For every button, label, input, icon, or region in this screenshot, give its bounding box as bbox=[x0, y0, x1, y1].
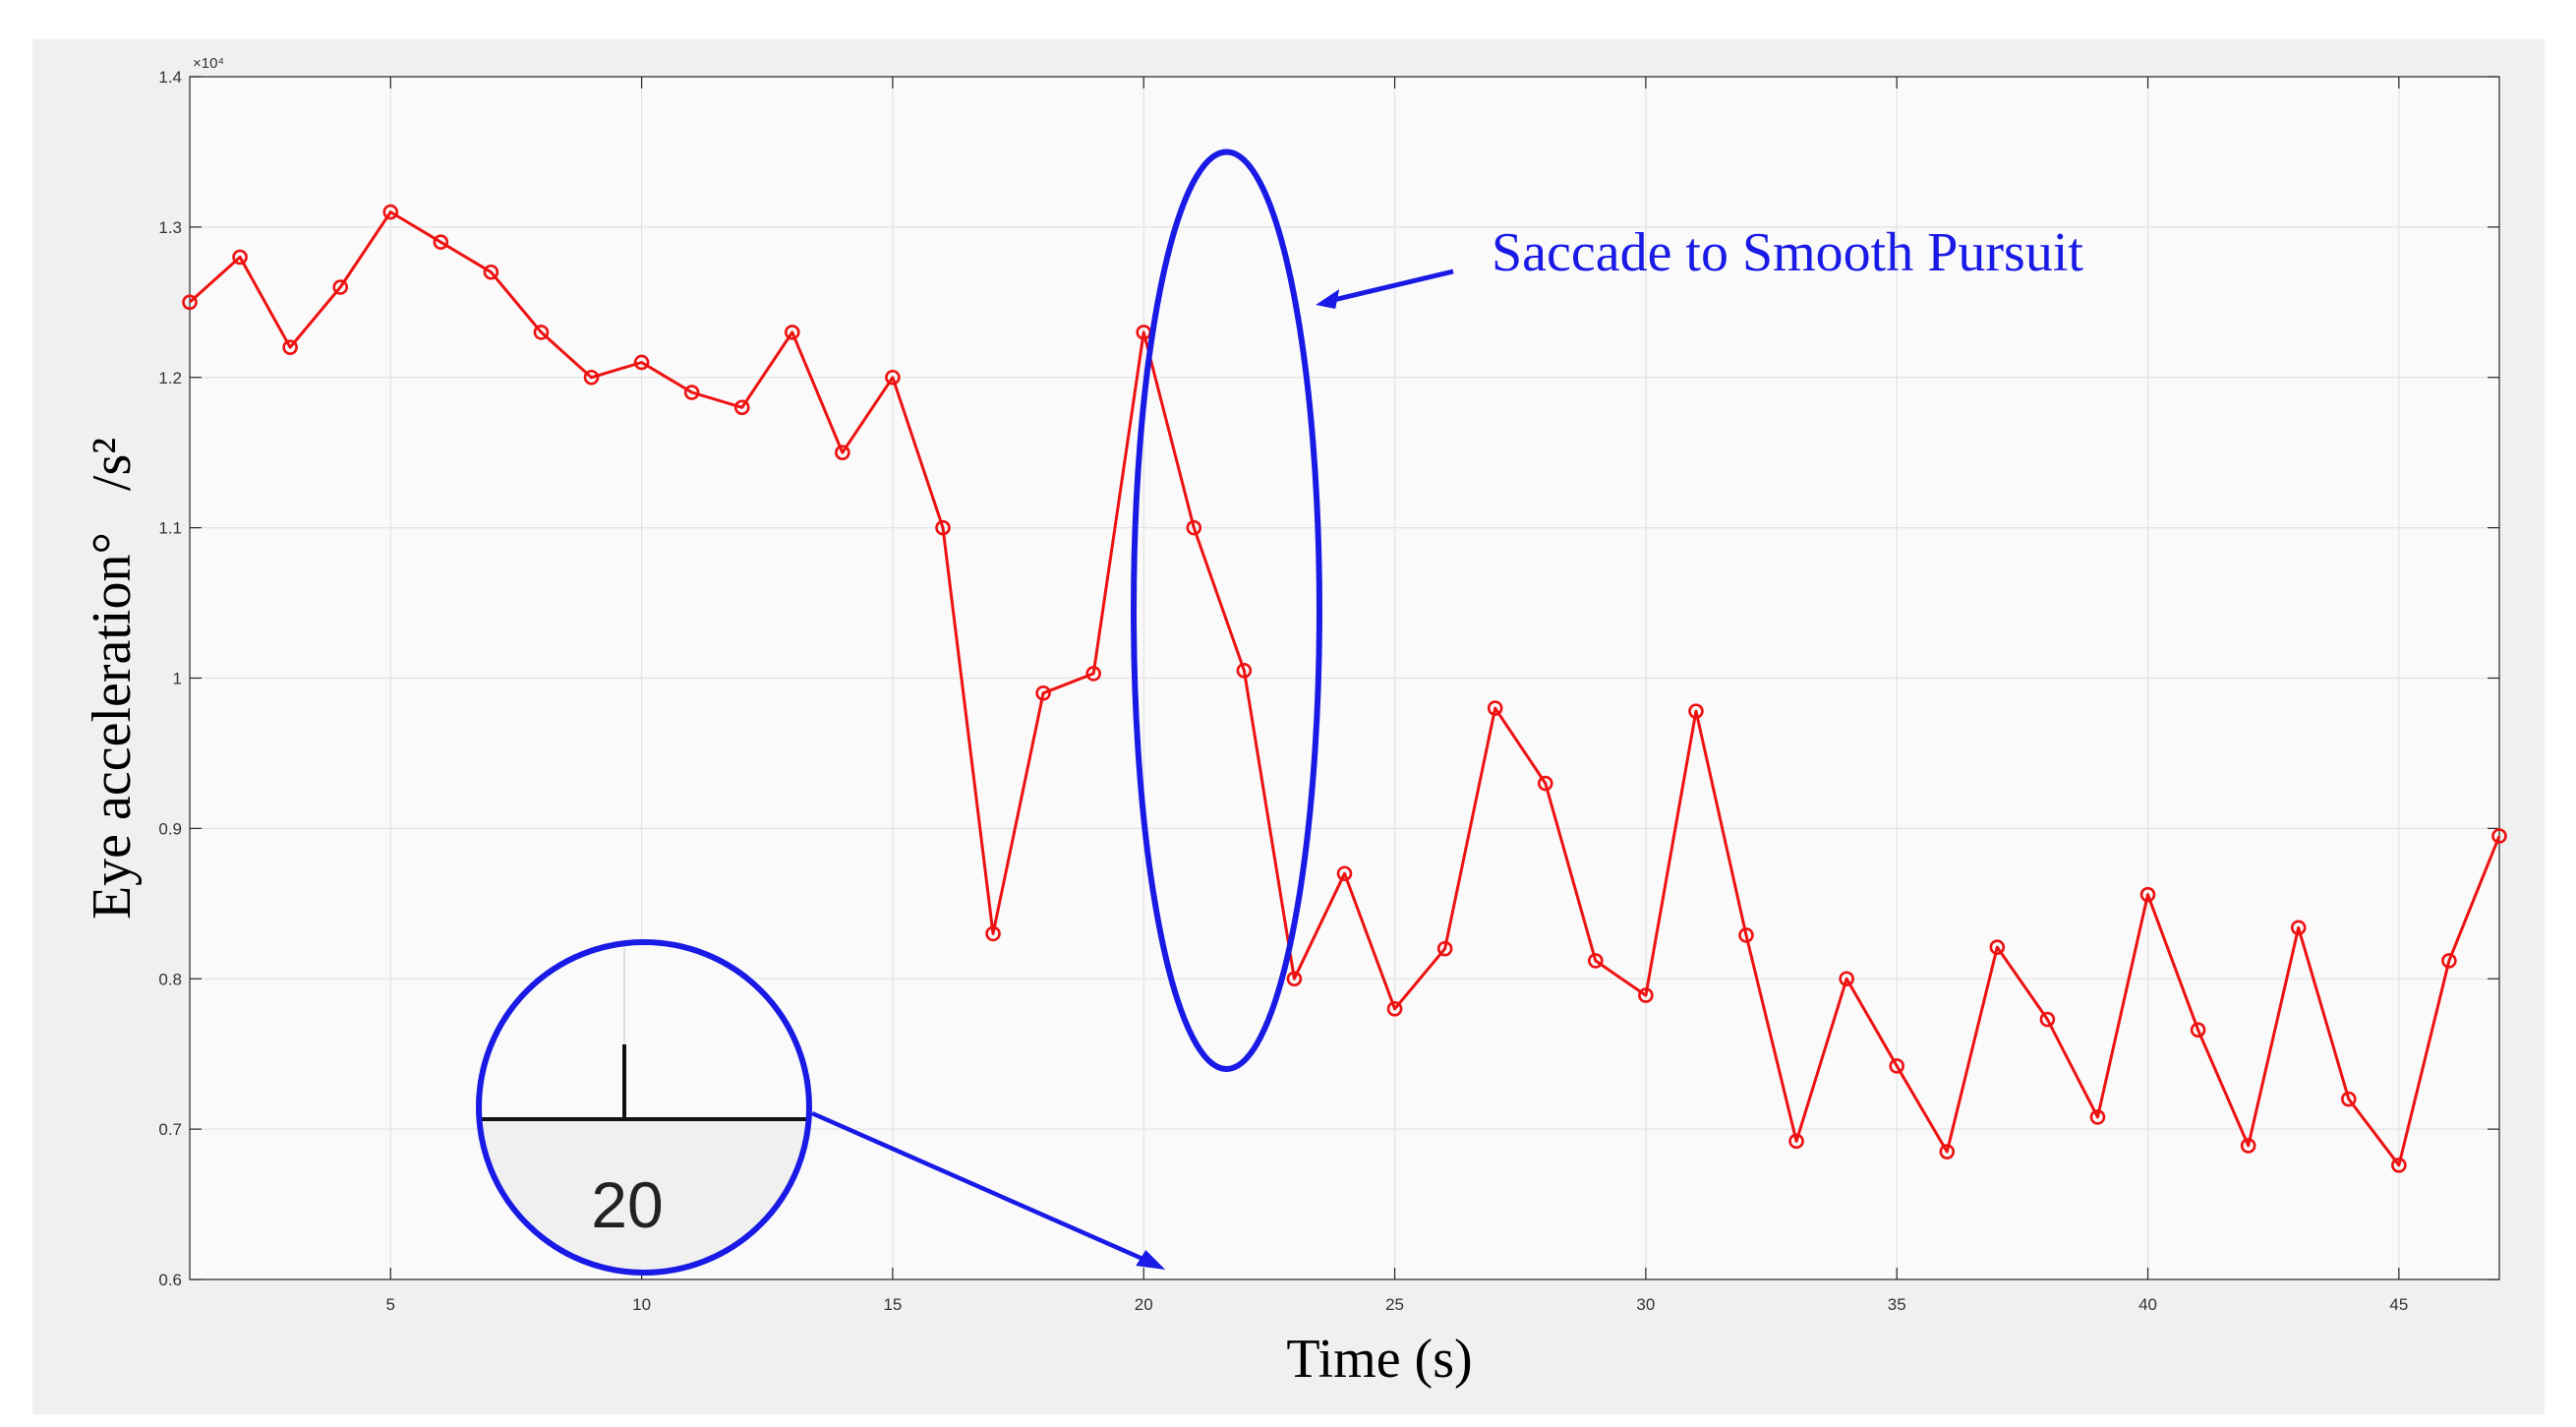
y-tick-label: 1.2 bbox=[158, 369, 182, 387]
data-point bbox=[1436, 940, 1453, 957]
data-point bbox=[2039, 1011, 2056, 1028]
x-tick-label: 5 bbox=[386, 1295, 395, 1314]
data-point bbox=[1336, 865, 1353, 882]
data-point bbox=[232, 249, 248, 266]
x-tick-label: 40 bbox=[2138, 1295, 2157, 1314]
data-point bbox=[1236, 663, 1253, 679]
data-point bbox=[935, 519, 951, 536]
data-point bbox=[1035, 684, 1051, 701]
annotation-saccade-label: Saccade to Smooth Pursuit bbox=[1492, 222, 2083, 283]
data-point bbox=[533, 325, 550, 340]
series-line bbox=[188, 210, 2501, 1167]
data-point bbox=[835, 445, 850, 460]
data-point bbox=[2391, 1158, 2407, 1173]
y-tick-label: 0.9 bbox=[158, 819, 182, 838]
data-point bbox=[583, 369, 600, 386]
x-tick-label: 30 bbox=[1636, 1295, 1655, 1314]
x-tick-label: 15 bbox=[883, 1295, 902, 1314]
zoom-arrow-shaft bbox=[811, 1110, 1153, 1266]
y-tick-label: 1 bbox=[173, 670, 182, 688]
data-point bbox=[332, 279, 348, 295]
data-point bbox=[1939, 1144, 1956, 1159]
series-eye-acceleration bbox=[182, 204, 2507, 1173]
data-point bbox=[2290, 920, 2307, 936]
data-point bbox=[2089, 1109, 2106, 1125]
data-point bbox=[1487, 700, 1503, 716]
data-point bbox=[1588, 953, 1604, 969]
data-point bbox=[985, 925, 1001, 942]
data-point bbox=[2190, 1022, 2206, 1039]
y-tick-label: 1.4 bbox=[158, 68, 182, 87]
data-point bbox=[2240, 1138, 2256, 1154]
data-point bbox=[885, 369, 901, 386]
y-tick-label: 0.6 bbox=[158, 1271, 182, 1289]
data-point bbox=[1085, 666, 1101, 682]
data-point bbox=[733, 399, 750, 416]
axis-tick-labels: 5 10 15 20 25 30 35 40 45 0.6 0.7 0.8 0.9 1 1.1 1.2 1.3 1… bbox=[158, 68, 2408, 1314]
data-point bbox=[1788, 1133, 1804, 1150]
data-point bbox=[483, 264, 499, 280]
data-point bbox=[2341, 1091, 2357, 1107]
data-point bbox=[1688, 703, 1704, 719]
data-point bbox=[784, 325, 800, 340]
data-point bbox=[182, 294, 198, 311]
data-point bbox=[2441, 953, 2457, 969]
data-point bbox=[433, 234, 449, 250]
zoom-inset-ring bbox=[476, 939, 812, 1276]
data-point bbox=[382, 204, 399, 220]
y-scale-label: ×10⁴ bbox=[193, 55, 224, 72]
data-point bbox=[1989, 939, 2006, 955]
x-tick-label: 10 bbox=[632, 1295, 651, 1314]
x-tick-label: 45 bbox=[2389, 1295, 2408, 1314]
y-axis-title: Eye acceleration° /s² bbox=[82, 438, 143, 920]
zoom-arrow-head bbox=[1136, 1250, 1166, 1270]
data-point bbox=[1738, 927, 1754, 943]
x-tick-label: 20 bbox=[1135, 1295, 1153, 1314]
x-axis-title: Time (s) bbox=[1286, 1329, 1472, 1390]
x-tick-label: 25 bbox=[1385, 1295, 1404, 1314]
data-point bbox=[1889, 1058, 1905, 1074]
data-point bbox=[683, 385, 700, 400]
data-point bbox=[2491, 828, 2507, 844]
data-point bbox=[1386, 1001, 1403, 1017]
data-point bbox=[633, 354, 650, 371]
axis-ticks bbox=[190, 76, 2499, 1280]
data-point bbox=[1537, 775, 1553, 792]
y-tick-label: 0.7 bbox=[158, 1120, 182, 1139]
data-point bbox=[1286, 971, 1303, 987]
data-point bbox=[282, 339, 298, 355]
saccade-arrow-shaft bbox=[1328, 268, 1454, 304]
data-point bbox=[1839, 971, 1854, 987]
data-point bbox=[1638, 987, 1654, 1003]
y-tick-label: 1.3 bbox=[158, 218, 182, 237]
zoom-inset-tick-label: 20 bbox=[591, 1168, 663, 1241]
x-tick-label: 35 bbox=[1888, 1295, 1906, 1314]
saccade-ellipse bbox=[1131, 149, 1322, 1072]
y-tick-label: 1.1 bbox=[158, 519, 182, 538]
saccade-arrow-head bbox=[1316, 289, 1340, 309]
annotation-layer bbox=[811, 149, 1454, 1270]
y-tick-label: 0.8 bbox=[158, 970, 182, 988]
data-point bbox=[2139, 886, 2156, 903]
data-point bbox=[1186, 519, 1202, 536]
